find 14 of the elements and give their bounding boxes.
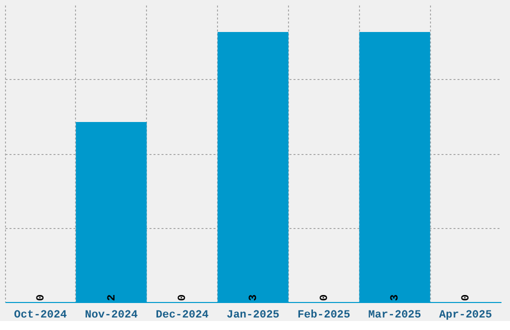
data-label: 2 (106, 294, 118, 301)
data-label: 0 (318, 294, 331, 301)
x-tick-label: Nov-2024 (84, 310, 138, 322)
x-tick-label: Apr-2025 (439, 310, 492, 322)
data-label: 0 (460, 294, 473, 301)
x-tick-label: Mar-2025 (368, 310, 422, 322)
x-tick-label: Dec-2024 (156, 310, 209, 322)
x-tick-label: Jan-2025 (226, 310, 280, 322)
data-label: 3 (390, 294, 402, 301)
data-label: 0 (177, 294, 190, 301)
x-tick-label: Feb-2025 (297, 310, 351, 322)
data-label: 0 (35, 294, 48, 301)
x-tick-label: Oct-2024 (14, 310, 68, 322)
data-label: 3 (248, 294, 260, 301)
